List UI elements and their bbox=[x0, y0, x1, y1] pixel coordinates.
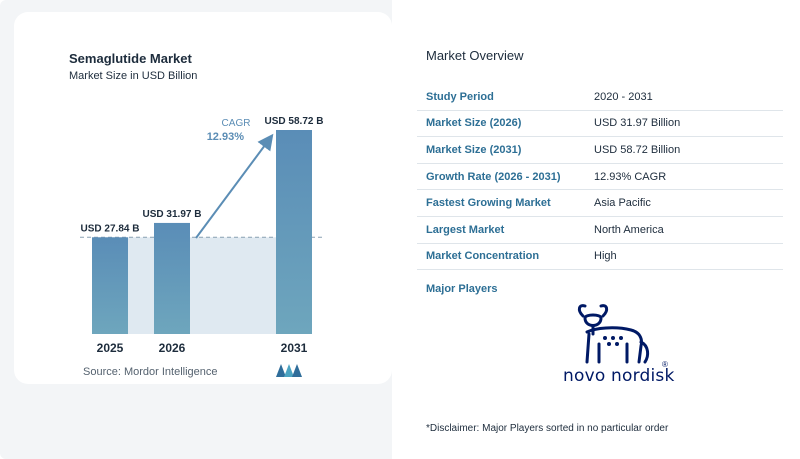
overview-value: 2020 - 2031 bbox=[594, 90, 653, 103]
major-players-label: Major Players bbox=[426, 283, 498, 295]
overview-panel bbox=[392, 0, 800, 459]
overview-row: Market Size (2031) USD 58.72 Billion bbox=[417, 137, 783, 164]
novo-nordisk-logo-text: novo nordisk bbox=[563, 366, 675, 386]
overview-row: Market Size (2026) USD 31.97 Billion bbox=[417, 111, 783, 138]
x-tick-label: 2031 bbox=[281, 341, 308, 355]
overview-value: USD 31.97 Billion bbox=[594, 117, 681, 130]
bar-2031 bbox=[276, 130, 312, 334]
x-tick-label: 2026 bbox=[159, 341, 186, 355]
overview-key: Growth Rate (2026 - 2031) bbox=[426, 170, 561, 183]
overview-key: Market Size (2031) bbox=[426, 143, 522, 156]
overview-value: North America bbox=[594, 223, 664, 236]
overview-value: High bbox=[594, 250, 617, 263]
overview-value: USD 58.72 Billion bbox=[594, 143, 681, 156]
overview-value: Asia Pacific bbox=[594, 197, 651, 210]
cagr-value: 12.93% bbox=[207, 131, 245, 143]
chart-title: Semaglutide Market bbox=[69, 51, 192, 66]
overview-table: Study Period 2020 - 2031 Market Size (20… bbox=[417, 84, 783, 271]
overview-title: Market Overview bbox=[426, 48, 524, 63]
overview-row: Growth Rate (2026 - 2031) 12.93% CAGR bbox=[417, 164, 783, 191]
bar-2025 bbox=[92, 237, 128, 334]
source-text: Source: Mordor Intelligence bbox=[83, 366, 218, 378]
overview-row: Largest Market North America bbox=[417, 217, 783, 244]
value-label: USD 31.97 B bbox=[143, 209, 202, 220]
overview-key: Fastest Growing Market bbox=[426, 197, 551, 210]
overview-key: Largest Market bbox=[426, 223, 505, 236]
overview-key: Market Concentration bbox=[426, 250, 540, 263]
value-label: USD 27.84 B bbox=[81, 223, 140, 234]
overview-row: Study Period 2020 - 2031 bbox=[417, 84, 783, 111]
disclaimer-text: *Disclaimer: Major Players sorted in no … bbox=[426, 423, 669, 434]
overview-key: Market Size (2026) bbox=[426, 117, 522, 130]
registered-mark: ® bbox=[662, 360, 668, 369]
chart-subtitle: Market Size in USD Billion bbox=[69, 70, 198, 82]
bar-2026 bbox=[154, 222, 190, 334]
cagr-label: CAGR bbox=[222, 118, 251, 129]
growth-shade bbox=[128, 237, 154, 334]
overview-row: Market Concentration High bbox=[417, 244, 783, 271]
x-tick-label: 2025 bbox=[97, 341, 124, 355]
novo-nordisk-bull-icon bbox=[577, 304, 650, 364]
overview-value: 12.93% CAGR bbox=[594, 170, 667, 183]
overview-row: Fastest Growing Market Asia Pacific bbox=[417, 190, 783, 217]
cagr-arrow bbox=[195, 133, 274, 239]
overview-key: Study Period bbox=[426, 90, 494, 103]
growth-shade bbox=[190, 237, 276, 334]
value-label: USD 58.72 B bbox=[265, 116, 324, 127]
mordor-logo-icon bbox=[276, 364, 302, 377]
